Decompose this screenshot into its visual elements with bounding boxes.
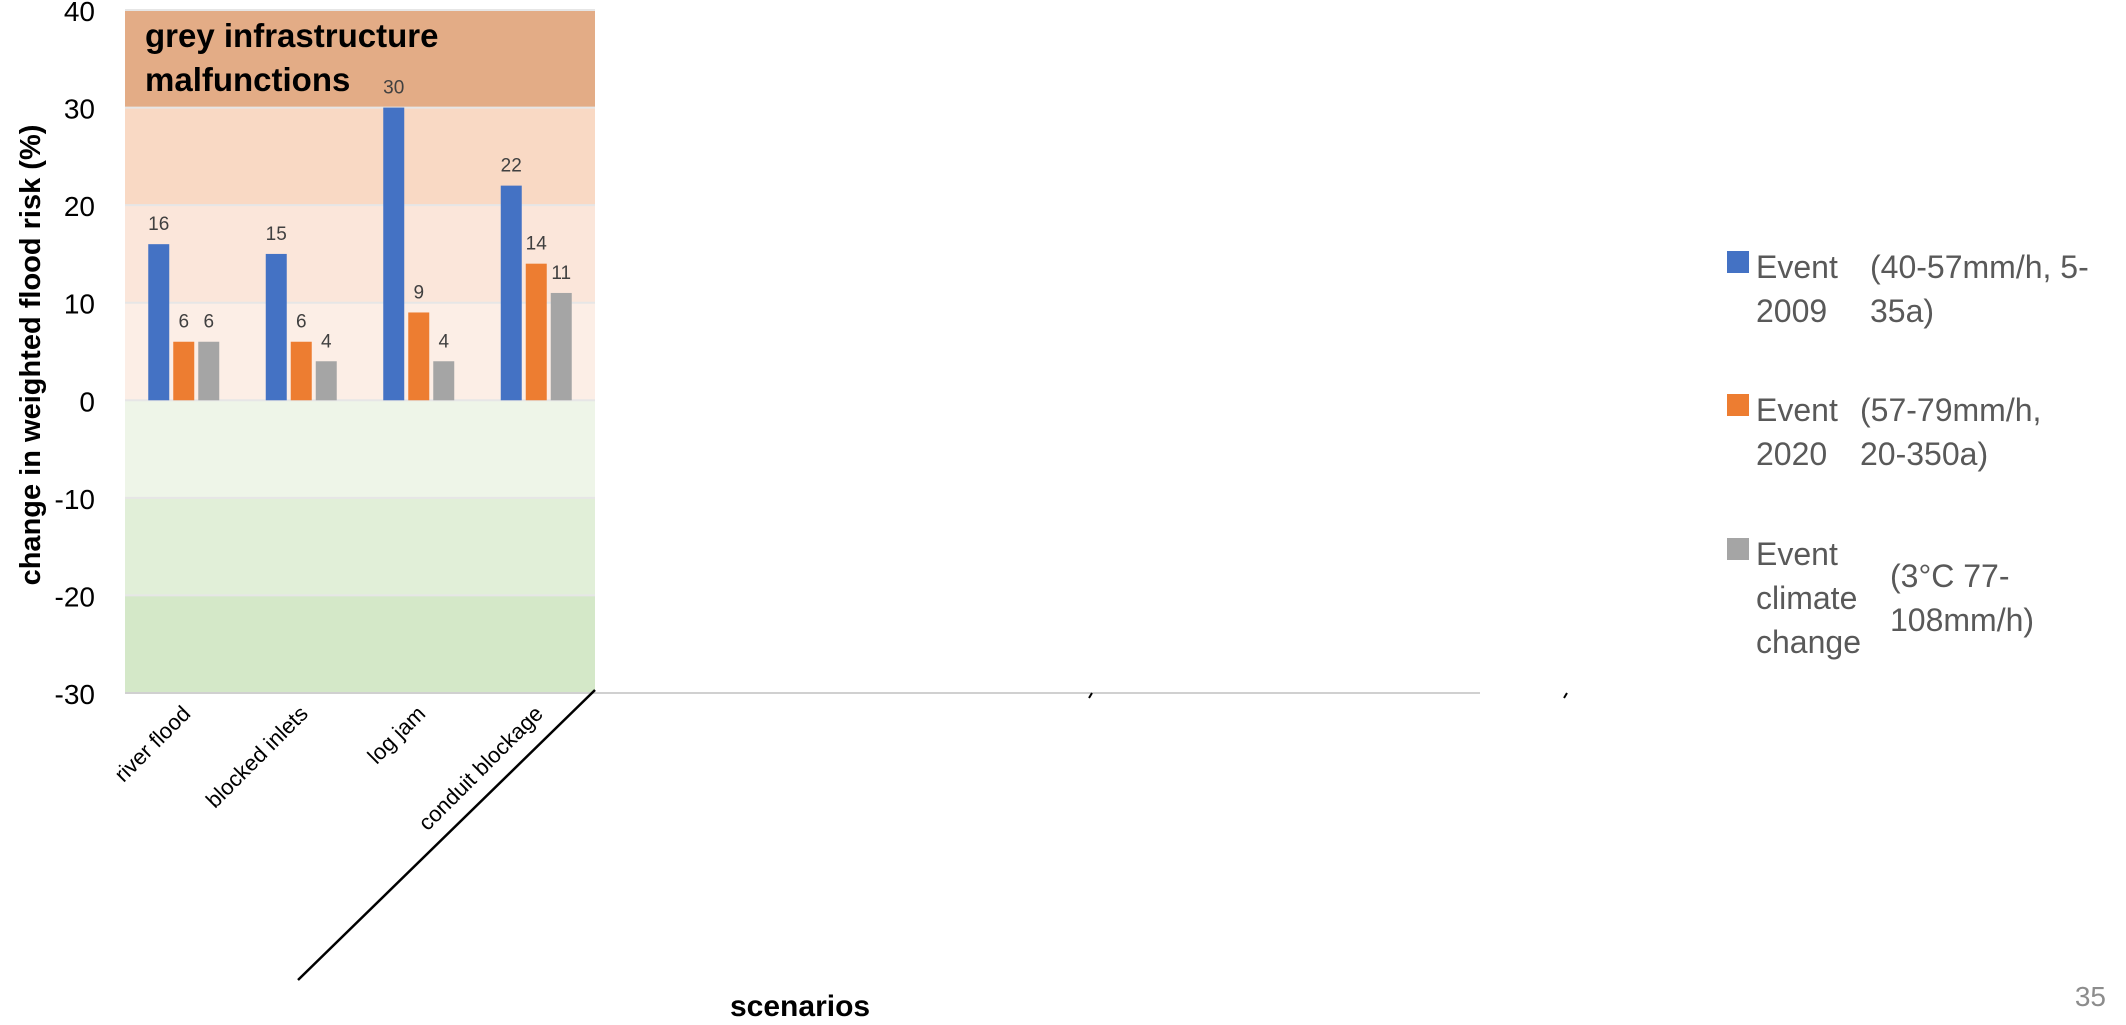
data-label: 4 (321, 331, 332, 352)
bar (383, 107, 405, 401)
data-label: 15 (266, 224, 287, 245)
x-axis-title: scenarios (730, 990, 871, 1023)
data-label: 11 (551, 263, 571, 284)
background-band (125, 107, 595, 206)
x-tick-label: conduit blockage (413, 701, 547, 835)
y-tick-labels: -30 -20 -10 0 10 20 30 40 (55, 0, 95, 710)
bar (408, 312, 430, 401)
data-label: 14 (526, 234, 548, 255)
y-tick-label: 30 (64, 94, 95, 125)
bar (550, 292, 572, 401)
legend-entry: Event 2020 (57-79mm/h, 20-350a) (1725, 388, 2115, 476)
data-label: 6 (178, 312, 189, 333)
bar (500, 185, 522, 401)
bar (198, 341, 220, 401)
legend-swatch (1727, 251, 1749, 273)
y-tick-label: 40 (64, 0, 95, 27)
data-label: 9 (413, 282, 424, 303)
y-tick-label: -20 (55, 581, 95, 612)
bar (433, 361, 455, 401)
data-label: 6 (203, 312, 214, 333)
stray-tick-1 (1088, 692, 1093, 699)
bars (148, 107, 572, 401)
legend-entry: Event 2009 (40-57mm/h, 5-35a) (1725, 245, 2115, 333)
data-label: 4 (438, 331, 449, 352)
data-label: 22 (501, 156, 522, 177)
background-band (125, 595, 595, 693)
legend-swatch (1727, 394, 1749, 416)
bar (315, 361, 337, 401)
background-band (125, 302, 595, 401)
background-bands (125, 10, 595, 693)
annotation-line-2: malfunctions (145, 61, 350, 98)
data-label: 16 (148, 214, 169, 235)
background-band (125, 497, 595, 596)
stray-tick-2 (1563, 692, 1568, 699)
annotation-line-1: grey infrastructure (145, 17, 438, 54)
y-tick-label: 0 (79, 386, 95, 417)
y-axis-title: change in weighted flood risk (%) (15, 125, 47, 586)
legend-series-name: Event 2009 (1756, 249, 1838, 329)
y-tick-label: -10 (55, 484, 95, 515)
legend-series-name: Event climate change (1756, 536, 1861, 660)
background-band (125, 400, 595, 498)
legend-series-description: (57-79mm/h, 20-350a) (1860, 392, 2042, 472)
legend-series-name: Event 2020 (1756, 392, 1838, 472)
data-label: 6 (296, 312, 307, 333)
background-band (125, 10, 595, 108)
legend-series-description: (40-57mm/h, 5-35a) (1870, 249, 2089, 329)
diagonal-line (297, 689, 596, 981)
y-tick-label: 20 (64, 191, 95, 222)
bar (148, 244, 170, 401)
legend-entry: Event climate change (3°C 77-108mm/h) (1725, 532, 2115, 664)
slide-number: 35 (2074, 981, 2106, 1012)
y-tick-label: -30 (55, 679, 95, 710)
bar (290, 341, 312, 401)
bar (265, 253, 287, 401)
y-tick-label: 10 (64, 289, 95, 320)
bar (525, 263, 547, 401)
x-tick-label: log jam (362, 701, 430, 769)
background-band (125, 205, 595, 303)
x-tick-label: river flood (109, 701, 195, 787)
x-tick-label: blocked inlets (201, 701, 313, 813)
legend-swatch (1727, 538, 1749, 560)
legend-series-description: (3°C 77-108mm/h) (1890, 558, 2035, 638)
x-tick-labels: river flood blocked inlets log jamconduit … (109, 701, 547, 835)
bar (173, 341, 195, 401)
data-label: 30 (383, 78, 404, 99)
